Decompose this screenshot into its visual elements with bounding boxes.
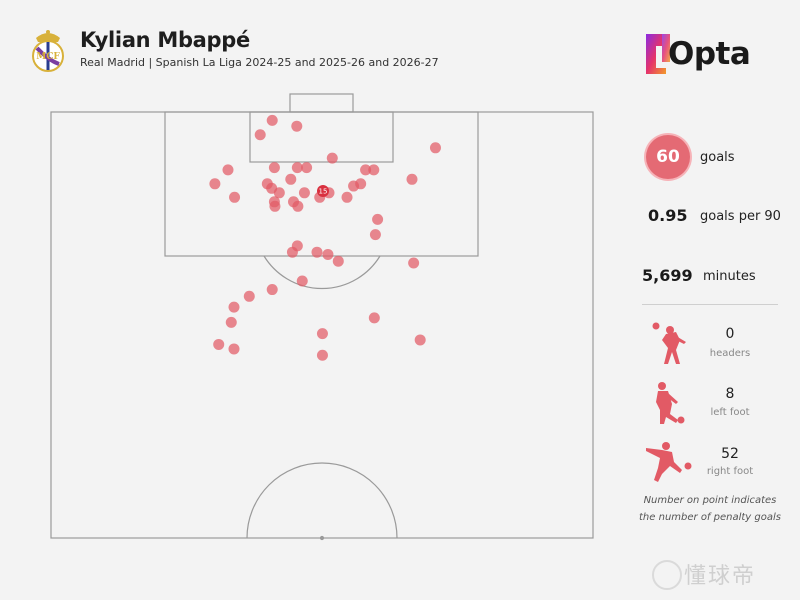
right-foot-value: 52 <box>721 446 739 462</box>
shot-point <box>225 316 237 328</box>
goal-frame <box>289 93 354 113</box>
shot-point <box>254 129 266 141</box>
shot-point <box>414 334 426 346</box>
penalty-note-line-1: Number on point indicates <box>643 495 777 506</box>
shot-point <box>286 246 298 258</box>
shot-point <box>298 187 310 199</box>
shot-point <box>285 173 297 185</box>
shot-point <box>311 246 323 258</box>
goals-per-90-value: 0.95 <box>648 206 688 225</box>
shot-point <box>372 213 384 225</box>
goals-per-90-label: goals per 90 <box>700 209 781 224</box>
opta-logo-text: Opta <box>668 36 751 72</box>
left-foot-value: 8 <box>725 386 735 402</box>
shot-point <box>360 164 372 176</box>
watermark-ball-icon <box>652 560 682 590</box>
shot-point <box>213 338 225 350</box>
penalty-point <box>317 185 329 197</box>
club-crest-icon: MCF <box>32 30 64 72</box>
shot-point <box>429 142 441 154</box>
player-name: Kylian Mbappé <box>80 28 250 52</box>
shot-point <box>243 290 255 302</box>
shot-point <box>273 187 285 199</box>
left-foot-label: left foot <box>710 407 750 418</box>
shot-point <box>266 114 278 126</box>
goals-count-badge: 60 <box>646 135 690 179</box>
shot-point <box>316 349 328 361</box>
penalty-count-label: 15 <box>319 188 328 196</box>
shot-point <box>406 173 418 185</box>
shot-point <box>322 248 334 260</box>
watermark-text: 懂球帝 <box>684 564 757 589</box>
shot-point <box>269 200 281 212</box>
center-spot <box>319 535 325 541</box>
shot-point <box>368 312 380 324</box>
shot-point <box>326 152 338 164</box>
shot-point <box>368 164 380 176</box>
shot-point <box>301 162 313 174</box>
shot-point <box>228 343 240 355</box>
header-player-icon <box>652 322 686 364</box>
chart-subtitle: Real Madrid | Spanish La Liga 2024-25 an… <box>80 56 439 69</box>
right-foot-label: right foot <box>706 466 754 477</box>
shot-point <box>291 120 303 132</box>
shot-point <box>266 284 278 296</box>
shot-point <box>408 257 420 269</box>
pitch-outline <box>50 111 594 539</box>
penalty-note-line-2: the number of penalty goals <box>639 512 781 523</box>
minutes-value: 5,699 <box>642 266 693 285</box>
shot-point <box>291 162 303 174</box>
right-foot-player-icon <box>646 442 692 482</box>
shot-point <box>222 164 234 176</box>
svg-text:MCF: MCF <box>36 52 60 62</box>
shot-point <box>296 275 308 287</box>
six-yard-box <box>249 111 394 163</box>
shot-point <box>229 191 241 203</box>
minutes-label: minutes <box>703 269 756 284</box>
headers-label: headers <box>709 348 751 359</box>
shot-point <box>341 191 353 203</box>
shot-point <box>209 178 221 190</box>
shot-point <box>316 328 328 340</box>
shot-map-pitch: 15 <box>50 93 594 541</box>
left-foot-player-icon <box>656 382 685 424</box>
shot-point <box>228 301 240 313</box>
shot-point <box>332 255 344 267</box>
penalty-note: Number on point indicates the number of … <box>630 492 790 526</box>
goals-value: 60 <box>656 147 680 167</box>
stats-divider <box>642 304 778 305</box>
penalty-arc <box>263 255 381 290</box>
shot-point <box>355 178 367 190</box>
shot-point <box>268 162 280 174</box>
shot-point <box>288 196 300 208</box>
shot-points: 15 <box>209 114 441 361</box>
shot-point <box>369 229 381 241</box>
headers-value: 0 <box>725 326 735 342</box>
opta-logo-icon <box>646 34 670 74</box>
center-circle-arc <box>246 462 398 539</box>
pitch-lines <box>50 93 594 541</box>
goals-label: goals <box>700 150 735 165</box>
